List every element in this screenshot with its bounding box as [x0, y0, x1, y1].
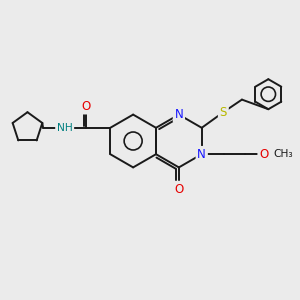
Text: N: N	[197, 148, 206, 161]
Text: O: O	[82, 100, 91, 113]
Text: N: N	[175, 108, 183, 121]
Text: NH: NH	[57, 123, 73, 133]
Text: CH₃: CH₃	[274, 149, 293, 159]
Text: O: O	[259, 148, 268, 161]
Text: S: S	[220, 106, 227, 119]
Text: O: O	[174, 182, 184, 196]
